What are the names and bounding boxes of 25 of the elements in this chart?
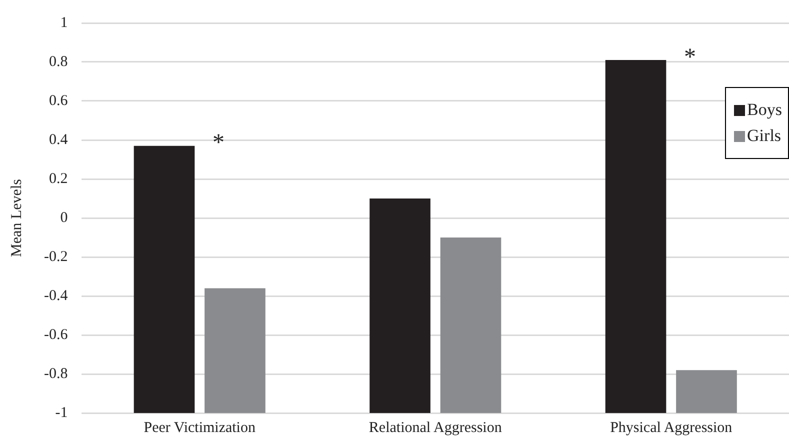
y-tick-label: 0.2: [48, 170, 68, 187]
y-tick-label: 0.6: [48, 92, 68, 109]
x-tick-label: Peer Victimization: [144, 420, 256, 436]
annotation: *: [212, 130, 224, 156]
y-tick-label: -0.2: [44, 248, 68, 265]
annotation: *: [684, 44, 696, 70]
x-tick-label: Physical Aggression: [610, 420, 733, 436]
y-tick-label: 0.4: [48, 132, 68, 148]
bar: [440, 238, 502, 413]
y-tick-label: -0.4: [44, 288, 68, 304]
y-tick-label: 0.8: [48, 54, 68, 70]
y-tick-label: 1: [60, 14, 68, 31]
y-tick-label: -0.6: [44, 326, 68, 343]
y-tick-label: -0.8: [44, 366, 68, 382]
bar: [370, 198, 430, 413]
bar: [134, 146, 195, 413]
y-tick-label: -1: [55, 404, 68, 421]
bar: [204, 288, 266, 413]
bar: [676, 370, 737, 413]
bar: [605, 60, 666, 413]
y-axis-title: Mean Levels: [8, 178, 25, 257]
legend-label: Boys: [747, 100, 782, 120]
y-tick-label: 0: [60, 210, 68, 226]
legend-label: Girls: [747, 126, 782, 146]
x-tick-label: Relational Aggression: [368, 420, 502, 436]
